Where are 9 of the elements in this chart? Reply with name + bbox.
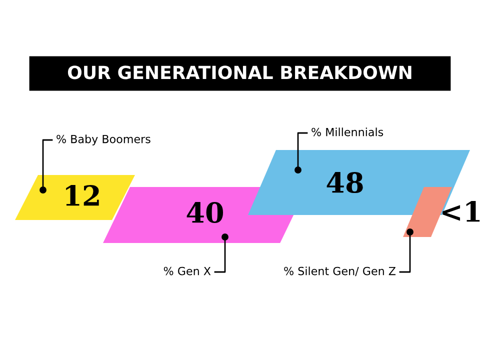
category-label: % Millennials (312, 128, 384, 136)
category-label: % Gen X (164, 266, 211, 276)
data-label: <1 (442, 201, 480, 222)
data-label: 40 (186, 202, 224, 224)
text: OUR GENERATIONAL BREAKDOWN (68, 66, 412, 80)
data-label: 12 (66, 185, 99, 206)
data-label: 48 (326, 172, 363, 194)
category-label: % Baby Boomers (56, 134, 150, 146)
category-label: % Silent Gen/ Gen Z (284, 266, 396, 276)
